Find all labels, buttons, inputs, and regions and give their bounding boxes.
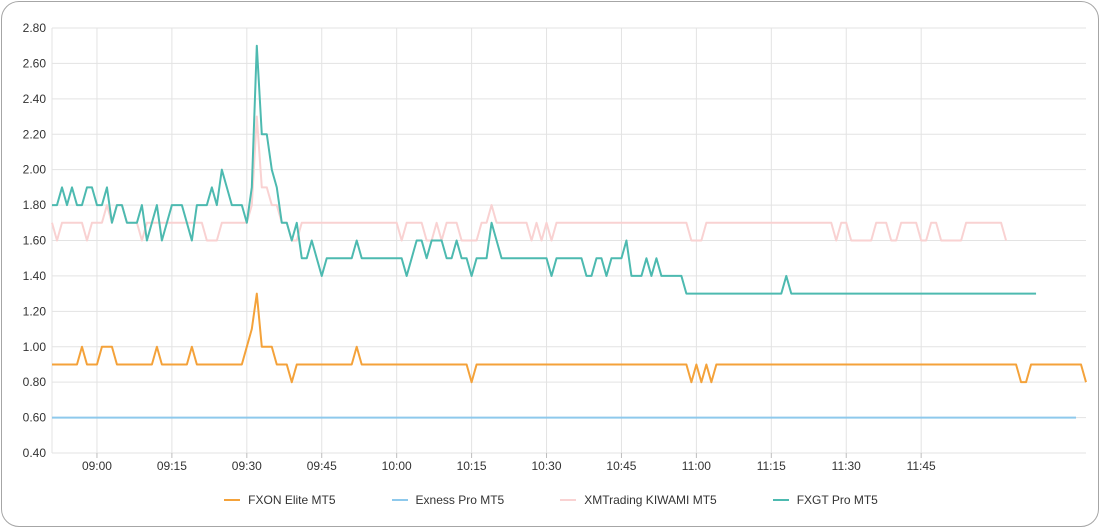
legend-swatch xyxy=(772,499,789,501)
y-tick-label: 2.40 xyxy=(23,92,47,106)
x-tick-label: 11:30 xyxy=(832,459,861,473)
x-tick-label: 09:45 xyxy=(307,459,337,473)
legend-item[interactable]: FXGT Pro MT5 xyxy=(772,493,878,507)
legend-item[interactable]: XMTrading KIWAMI MT5 xyxy=(560,493,717,507)
x-tick-label: 11:15 xyxy=(757,459,786,473)
legend-swatch xyxy=(560,499,577,501)
x-tick-label: 10:15 xyxy=(457,459,487,473)
y-tick-label: 1.80 xyxy=(23,198,47,212)
x-tick-label: 09:15 xyxy=(157,459,187,473)
legend-label: Exness Pro MT5 xyxy=(415,493,505,507)
y-tick-label: 2.00 xyxy=(23,163,47,177)
legend: FXON Elite MT5 Exness Pro MT5 XMTrading KI… xyxy=(2,490,1098,510)
legend-label: XMTrading KIWAMI MT5 xyxy=(584,493,717,507)
x-tick-label: 10:45 xyxy=(606,459,636,473)
series-line-fxon-elite-mt5 xyxy=(52,292,1087,384)
line-chart: 0.40 0.60 0.80 1.00 1.20 1.40 1.60 1.80 2.00 2.20… xyxy=(23,21,1087,473)
y-tick-label: 0.40 xyxy=(23,446,47,460)
x-tick-label: 09:00 xyxy=(82,459,112,473)
series-line-xmtrading-kiwami-mt5 xyxy=(51,115,1008,242)
y-tick-label: 1.00 xyxy=(23,340,47,354)
series-lines xyxy=(51,44,1087,419)
y-tick-label: 0.80 xyxy=(23,375,47,389)
series-line-fxgt-pro-mt5 xyxy=(52,44,1037,295)
grid-lines xyxy=(51,27,1086,458)
y-tick-label: 2.80 xyxy=(23,21,47,35)
legend-item[interactable]: Exness Pro MT5 xyxy=(391,493,505,507)
legend-item[interactable]: FXON Elite MT5 xyxy=(224,493,336,507)
x-tick-label: 09:30 xyxy=(232,459,262,473)
x-tick-label: 10:00 xyxy=(382,459,412,473)
legend-label: FXON Elite MT5 xyxy=(248,493,336,507)
x-axis-tick-labels: 09:00 09:15 09:30 09:45 10:00 10:15 10:30 10:45… xyxy=(82,459,936,473)
x-tick-label: 11:45 xyxy=(907,459,936,473)
y-tick-label: 2.60 xyxy=(23,56,47,70)
y-tick-label: 1.20 xyxy=(23,304,47,318)
y-tick-label: 1.40 xyxy=(23,269,47,283)
legend-label: FXGT Pro MT5 xyxy=(796,493,878,507)
legend-swatch xyxy=(224,499,241,501)
legend-swatch xyxy=(391,499,408,501)
y-tick-label: 0.60 xyxy=(23,411,47,425)
y-tick-label: 2.20 xyxy=(23,127,47,141)
x-tick-label: 11:00 xyxy=(682,459,711,473)
x-tick-label: 10:30 xyxy=(532,459,562,473)
y-tick-label: 1.60 xyxy=(23,234,47,248)
y-axis-tick-labels: 0.40 0.60 0.80 1.00 1.20 1.40 1.60 1.80 2.00 2.20… xyxy=(23,21,47,460)
